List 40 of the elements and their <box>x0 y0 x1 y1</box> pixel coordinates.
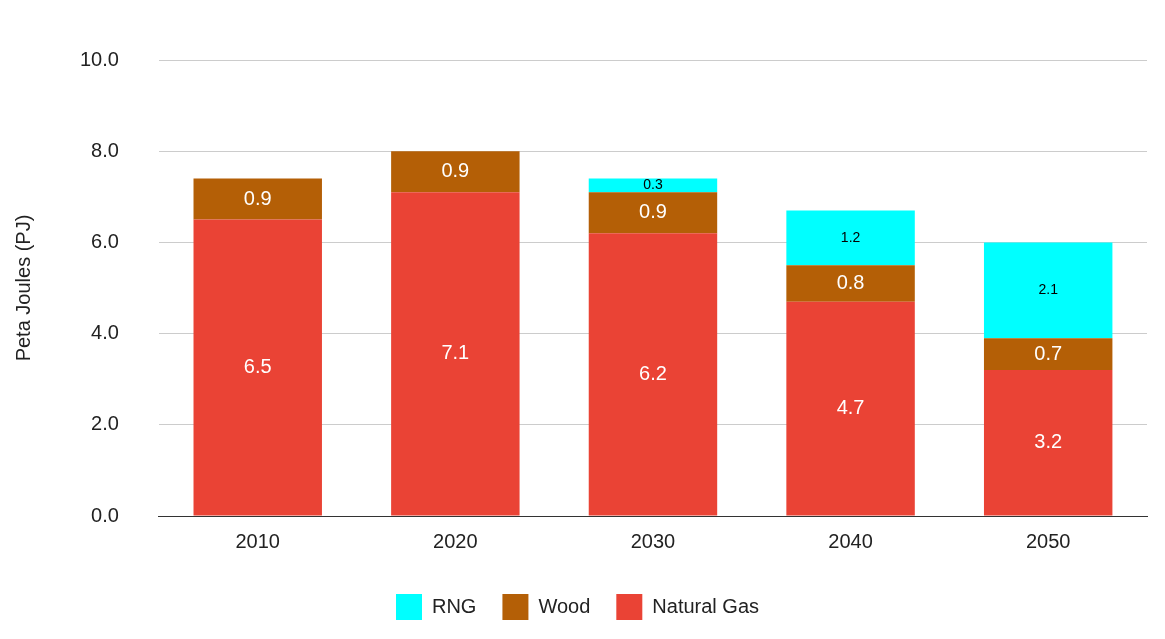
legend-label: Wood <box>538 594 591 617</box>
data-label: 0.7 <box>1034 341 1063 364</box>
x-tick-label: 2040 <box>828 529 873 552</box>
data-label: 6.5 <box>243 355 272 378</box>
legend-label: RNG <box>431 594 477 617</box>
bar <box>391 151 520 193</box>
bar <box>983 338 1113 371</box>
x-tick-label: 2020 <box>433 529 478 552</box>
data-label: 1.2 <box>840 228 861 245</box>
bar <box>786 210 915 266</box>
data-label: 6.2 <box>639 361 667 384</box>
bar <box>983 242 1113 339</box>
y-axis-title: Peta Joules (PJ) <box>11 214 34 362</box>
data-label: 3.2 <box>1034 430 1063 453</box>
data-label: 7.1 <box>441 341 470 364</box>
data-label: 0.9 <box>243 186 272 209</box>
bar <box>588 192 718 234</box>
bar <box>391 192 520 516</box>
bar <box>786 265 915 302</box>
y-tick-label: 10.0 <box>79 47 119 70</box>
bar <box>193 219 322 516</box>
x-tick-label: 2010 <box>235 529 280 552</box>
bar <box>193 178 322 220</box>
y-tick-label: 2.0 <box>91 412 119 435</box>
bar <box>983 370 1113 516</box>
x-tick-label: 2030 <box>630 529 676 552</box>
data-label: 0.9 <box>441 159 470 182</box>
data-label: 0.9 <box>639 200 667 223</box>
data-label: 0.3 <box>643 176 663 193</box>
data-label: 4.7 <box>836 396 865 419</box>
data-label: 0.8 <box>836 270 865 293</box>
y-tick-label: 8.0 <box>91 138 119 161</box>
x-tick-label: 2050 <box>1025 529 1071 552</box>
bar <box>588 233 718 516</box>
legend-label: Natural Gas <box>652 594 760 617</box>
bar <box>786 301 915 516</box>
y-tick-label: 4.0 <box>91 321 119 344</box>
data-label: 2.1 <box>1038 281 1059 298</box>
y-tick-label: 0.0 <box>91 503 119 526</box>
y-tick-label: 6.0 <box>91 229 119 252</box>
